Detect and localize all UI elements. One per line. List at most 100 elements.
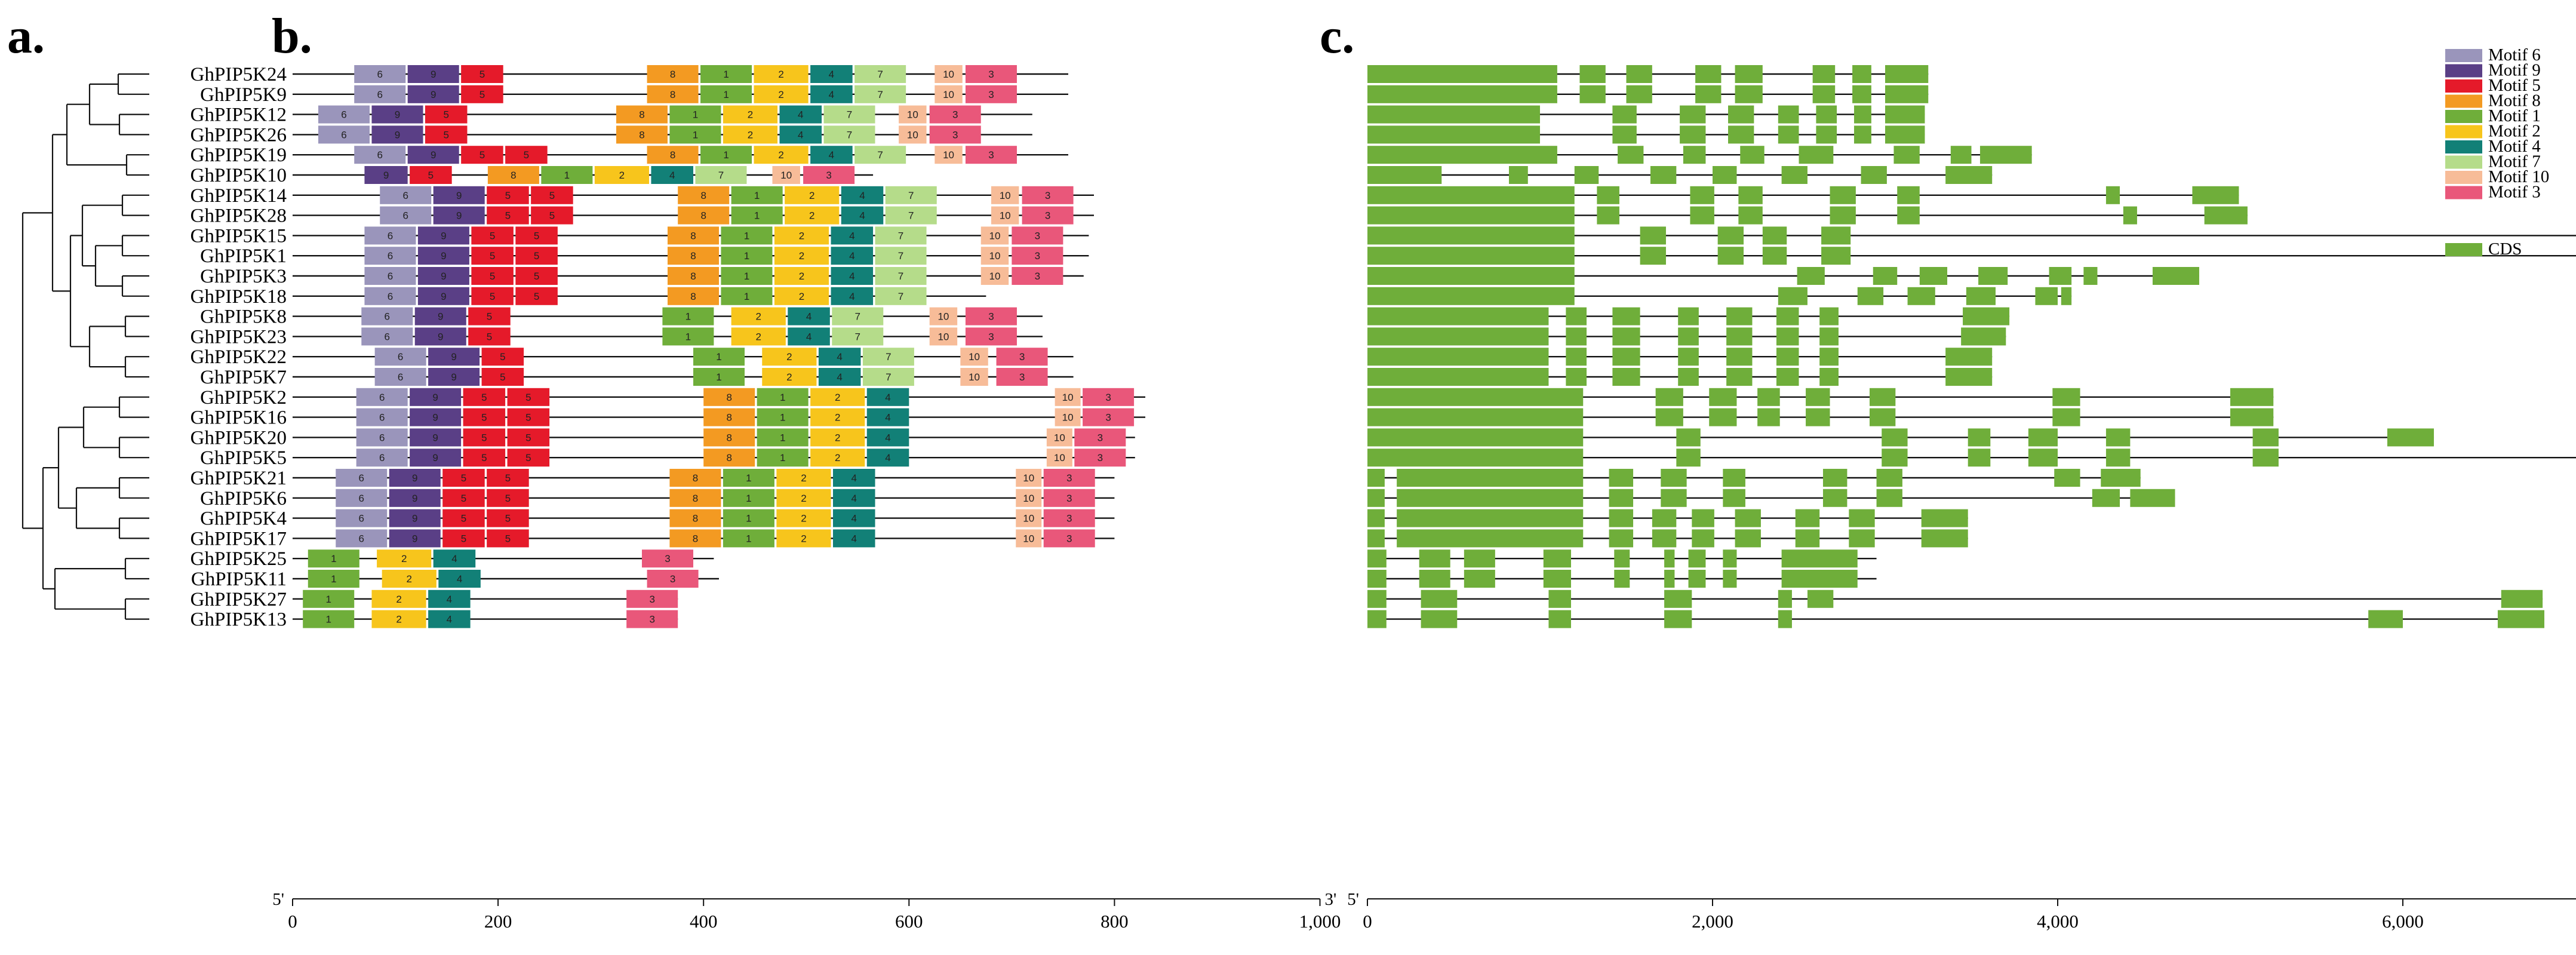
gene-label: GhPIP5K21 xyxy=(190,468,287,489)
motif-box-label: 1 xyxy=(754,210,760,222)
motif-box-label: 6 xyxy=(388,230,393,241)
motif-box-label: 8 xyxy=(690,291,696,302)
cds-box xyxy=(2052,408,2080,426)
motif-box-label: 6 xyxy=(388,250,393,262)
motif-box xyxy=(731,186,783,204)
motif-box xyxy=(866,449,909,467)
motif-box xyxy=(428,610,471,628)
motif-box-label: 9 xyxy=(438,331,443,342)
motif-box xyxy=(885,186,937,204)
motif-row: 6 9 5 5 8 1 2 4 10 3 xyxy=(293,509,1115,527)
motif-box xyxy=(507,388,550,406)
cds-box xyxy=(1723,549,1737,568)
cds-box xyxy=(1609,529,1634,548)
cds-box xyxy=(1609,489,1634,507)
motif-box-label: 5 xyxy=(525,392,531,403)
cds-box xyxy=(1885,85,1929,103)
cds-box xyxy=(1723,489,1745,507)
cds-box xyxy=(2092,489,2120,507)
motif-box-label: 2 xyxy=(778,89,783,100)
motif-box-label: 2 xyxy=(801,513,806,524)
gene-structure-row xyxy=(1367,307,2010,326)
cds-box xyxy=(2028,449,2058,467)
motif-box xyxy=(1043,509,1095,527)
motif-box-label: 1 xyxy=(716,371,721,383)
gene-structure-row xyxy=(1367,408,2274,426)
cds-box xyxy=(2083,267,2098,285)
motif-box xyxy=(1022,186,1074,204)
motif-box-label: 1 xyxy=(693,129,698,140)
cds-box xyxy=(1652,529,1677,548)
motif-box-label: 2 xyxy=(786,351,792,363)
gene-structure-row xyxy=(1367,327,2006,346)
cds-box xyxy=(2130,489,2175,507)
legend-swatch xyxy=(2445,110,2482,123)
motif-box xyxy=(425,105,468,124)
motif-box-label: 6 xyxy=(388,271,393,282)
motif-box xyxy=(862,368,914,386)
gene-structure-row xyxy=(1367,348,1993,366)
gene-label: GhPIP5K18 xyxy=(190,286,287,308)
cds-box xyxy=(1713,166,1737,184)
motif-box-label: 10 xyxy=(943,69,954,80)
cds-box xyxy=(1819,368,1839,386)
motif-box xyxy=(776,509,831,527)
cds-box xyxy=(1661,489,1687,507)
motif-box-label: 6 xyxy=(341,129,346,140)
motif-box xyxy=(965,65,1017,83)
motif-box xyxy=(407,85,459,103)
motif-box xyxy=(757,408,809,426)
panel-b-label: b. xyxy=(272,8,312,64)
gene-label: GhPIP5K24 xyxy=(190,64,287,85)
motif-box xyxy=(442,509,485,527)
motif-box xyxy=(417,267,469,285)
cds-box xyxy=(1726,368,1753,386)
motif-box xyxy=(841,206,884,225)
cds-box xyxy=(1876,489,1902,507)
gene-structure-row xyxy=(1367,125,1925,144)
cds-box xyxy=(1968,428,1991,447)
motif-box-label: 4 xyxy=(859,210,865,222)
motif-box xyxy=(695,166,747,184)
cds-box xyxy=(1945,348,1993,366)
motif-box xyxy=(823,105,875,124)
motif-box xyxy=(754,85,809,103)
cds-box xyxy=(1664,610,1692,628)
cds-box xyxy=(1579,65,1606,83)
cds-box xyxy=(1757,408,1780,426)
motif-box-label: 2 xyxy=(748,109,753,121)
motif-box xyxy=(810,85,853,103)
gene-label: GhPIP5K20 xyxy=(190,427,287,449)
motif-box-label: 5 xyxy=(524,149,529,161)
cds-box xyxy=(2230,388,2274,406)
cds-box xyxy=(1735,65,1763,83)
motif-panel: 6 9 5 8 1 2 4 7 10 36 9 5 8 1 2 4 7 10 36 9 5 8 1 2 4 7 10 36 9 5 8 1 2 4… xyxy=(293,65,1146,628)
legend-label: Motif 10 xyxy=(2488,167,2549,186)
motif-box-label: 2 xyxy=(809,190,814,201)
motif-box-label: 9 xyxy=(432,392,438,403)
motif-box-label: 9 xyxy=(451,371,456,383)
motif-box-label: 7 xyxy=(898,271,903,282)
motif-tick-label: 0 xyxy=(288,911,297,932)
cds-box xyxy=(1579,85,1606,103)
motif-box xyxy=(336,469,388,487)
motif-box-label: 2 xyxy=(748,129,753,140)
motif-box-label: 9 xyxy=(431,89,436,100)
motif-box-label: 8 xyxy=(693,493,698,504)
motif-box xyxy=(442,489,485,507)
cds-box xyxy=(1819,307,1839,326)
cds-box xyxy=(1367,610,1387,628)
motif-box-label: 3 xyxy=(988,331,994,342)
motif-box xyxy=(371,589,426,608)
motif-box-label: 7 xyxy=(855,331,860,342)
cds-box xyxy=(1612,105,1637,124)
motif-box-label: 1 xyxy=(686,331,691,342)
motif-box-label: 7 xyxy=(886,371,891,383)
gene-label: GhPIP5K8 xyxy=(200,306,287,328)
cds-box xyxy=(1740,146,1765,164)
cds-box xyxy=(1797,267,1825,285)
motif-box xyxy=(731,307,786,326)
motif-box-label: 8 xyxy=(693,472,698,484)
motif-box xyxy=(757,388,809,406)
